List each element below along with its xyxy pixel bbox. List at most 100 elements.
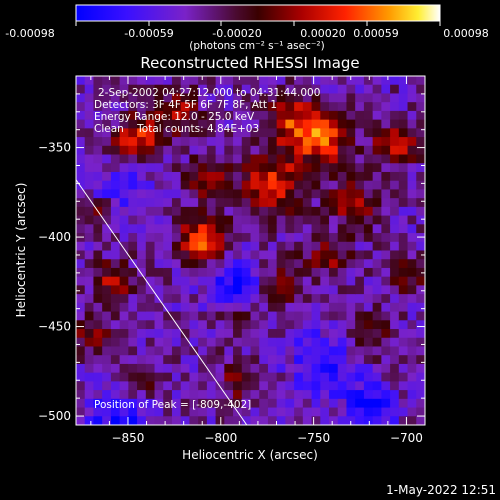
heatmap-cell [311,233,321,243]
heatmap-cell [93,276,103,286]
heatmap-cell [154,267,164,278]
heatmap-cell [285,398,295,409]
heatmap-cell [189,163,199,173]
heatmap-cell [102,180,112,191]
heatmap-cell [171,110,182,121]
heatmap-cell [224,84,234,95]
heatmap-cell [416,381,425,391]
heatmap-cell [163,259,173,269]
heatmap-cell [154,76,164,86]
heatmap-cell [250,372,260,382]
heatmap-cell [102,206,112,217]
heatmap-cell [320,346,330,356]
heatmap-cell [128,241,138,252]
heatmap-cell [285,320,295,330]
colorbar-tick-label: -0.00059 [124,27,173,40]
heatmap-cell [294,250,304,260]
heatmap-cell [302,93,313,103]
heatmap-cell [294,145,304,156]
heatmap-cell [93,137,103,147]
heatmap-cell [119,259,129,269]
heatmap-cell [102,363,112,374]
heatmap-cell [311,215,321,225]
heatmap-cell [206,76,217,86]
heatmap-cell [320,302,330,313]
heatmap-cell [137,285,147,295]
heatmap-cell [76,93,86,103]
heatmap-cell [259,285,269,295]
heatmap-cell [233,259,243,269]
heatmap-cell [329,154,339,164]
heatmap-cell [294,119,304,129]
heatmap-cell [390,198,400,208]
heatmap-cell [163,407,173,417]
heatmap-cell [137,102,147,112]
heatmap-cell [311,189,321,199]
heatmap-cell [154,372,164,382]
heatmap-cell [320,267,330,278]
heatmap-cell [233,276,243,286]
heatmap-cell [163,355,173,365]
heatmap-cell [163,154,173,164]
heatmap-cell [259,267,269,278]
heatmap-cell [233,145,243,156]
heatmap-cell [372,84,382,95]
heatmap-cell [110,285,121,295]
heatmap-cell [145,398,156,409]
heatmap-cell [241,337,252,348]
heatmap-cell [398,163,409,173]
heatmap-cell [311,93,321,103]
heatmap-cell [398,93,409,103]
heatmap-cell [163,137,173,147]
heatmap-cell [276,76,286,86]
heatmap-cell [381,381,391,391]
heatmap-cell [119,137,129,147]
heatmap-cell [119,416,129,425]
heatmap-cell [119,93,129,103]
heatmap-cell [84,276,95,286]
heatmap-cell [285,363,295,374]
heatmap-cell [302,294,313,304]
heatmap-cell [363,398,374,409]
heatmap-cell [233,93,243,103]
heatmap-cell [241,198,252,208]
heatmap-cell [76,102,86,112]
heatmap-cell [337,276,348,286]
heatmap-cell [145,171,156,182]
heatmap-cell [233,137,243,147]
heatmap-cell [276,233,286,243]
heatmap-cell [163,337,173,348]
heatmap-cell [198,198,208,208]
heatmap-cell [137,189,147,199]
heatmap-cell [76,224,86,234]
heatmap-cell [215,276,225,286]
heatmap-cell [163,311,173,321]
heatmap-cell [137,93,147,103]
heatmap-cell [110,407,121,417]
heatmap-cell [241,276,252,286]
heatmap-cell [372,390,382,400]
heatmap-cell [110,76,121,86]
heatmap-cell [128,285,138,295]
heatmap-cell [189,363,199,374]
colorbar-tick-label: -0.00020 [212,27,261,40]
heatmap-cell [84,180,95,191]
heatmap-cell [84,294,95,304]
heatmap-cell [250,337,260,348]
heatmap-cell [337,119,348,129]
heatmap-cell [267,206,278,217]
heatmap-cell [180,267,191,278]
colorbar-tick-label: 0.00059 [353,27,399,40]
heatmap-cell [355,285,365,295]
heatmap-cell [276,259,286,269]
heatmap-cell [320,76,330,86]
heatmap-cell [267,198,278,208]
heatmap-cell [102,355,112,365]
heatmap-cell [250,84,260,95]
heatmap-cell [355,189,365,199]
heatmap-cell [346,171,356,182]
heatmap-cell [363,355,374,365]
heatmap-cell [259,233,269,243]
heatmap-cell [267,145,278,156]
heatmap-cell [267,302,278,313]
